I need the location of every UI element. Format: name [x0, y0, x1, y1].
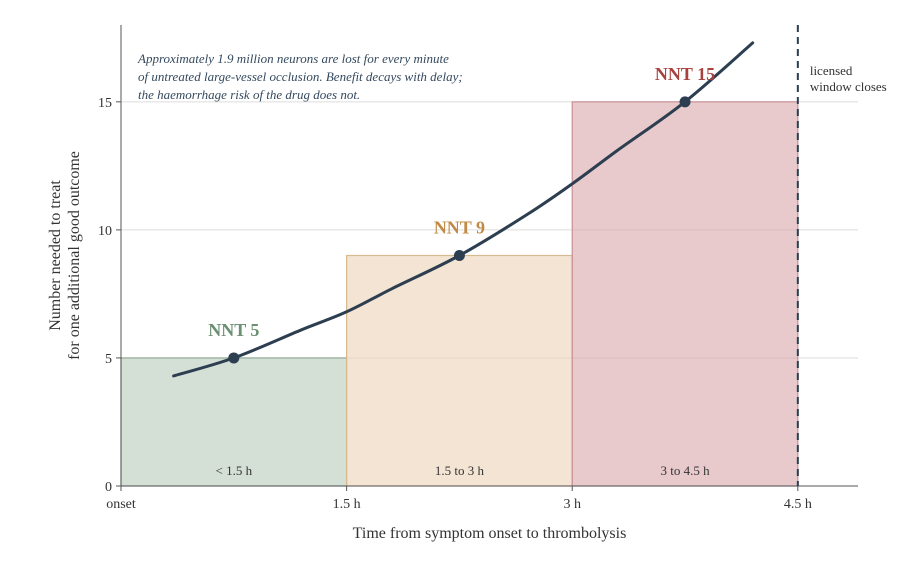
licensed-window-label: window closes — [810, 79, 887, 94]
curve-layer — [172, 25, 799, 486]
x-tick-label: onset — [106, 497, 136, 512]
y-axis-title: Number needed to treat for one additional… — [47, 151, 83, 360]
y-tick-label: 10 — [98, 224, 112, 239]
nnt-label-2: NNT 9 — [434, 218, 485, 238]
nnt-label-3: NNT 15 — [655, 64, 715, 84]
bar-1 — [120, 357, 348, 487]
nnt-point-2 — [453, 250, 465, 261]
annotation-line: Approximately 1.9 million neurons are lo… — [137, 51, 449, 66]
label-layer: < 1.5 h 1.5 to 3 h 3 to 4.5 h licensedwindo… — [137, 51, 887, 478]
y-tick-label: 5 — [105, 352, 112, 367]
y-axis-title-line: Number needed to treat — [47, 180, 64, 331]
bar-layer — [120, 101, 799, 487]
y-tick-label: 15 — [98, 96, 112, 111]
nnt-label-1: NNT 5 — [208, 320, 259, 340]
band-label-2: 1.5 to 3 h — [435, 463, 485, 478]
annotation-line: the haemorrhage risk of the drug does no… — [138, 87, 360, 102]
bar-2 — [346, 254, 573, 487]
axis-layer: 0 5 10 15 onset 1.5 h 3 h 4.5 h Time from sympto… — [47, 25, 858, 542]
x-tick-label: 3 h — [563, 497, 581, 512]
y-tick-label: 0 — [105, 480, 112, 495]
nnt-point-3 — [679, 96, 691, 108]
x-tick-label: 4.5 h — [784, 497, 812, 512]
x-axis-title: Time from symptom onset to thrombolysis — [353, 525, 627, 542]
nnt-point-1 — [228, 352, 240, 364]
y-axis-title-line: for one additional good outcome — [66, 151, 83, 360]
licensed-window-label: licensed — [810, 63, 853, 78]
band-label-3: 3 to 4.5 h — [660, 463, 710, 478]
annotation-line: of untreated large-vessel occlusion. Ben… — [138, 69, 463, 84]
x-tick-label: 1.5 h — [333, 497, 361, 512]
band-label-1: < 1.5 h — [216, 463, 253, 478]
